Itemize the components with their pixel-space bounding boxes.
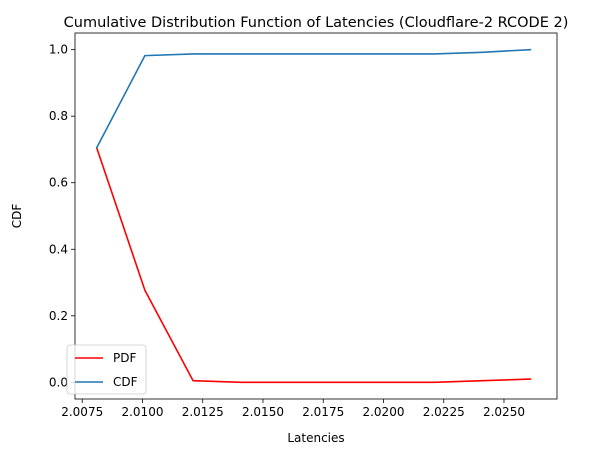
- x-tick-label: 2.0175: [302, 405, 344, 419]
- legend-label-cdf: CDF: [113, 375, 138, 389]
- series-line-pdf: [95, 146, 532, 384]
- series-line-cdf: [95, 48, 532, 149]
- x-tick-label: 2.0125: [182, 405, 224, 419]
- y-axis-label: CDF: [10, 204, 24, 229]
- chart-title: Cumulative Distribution Function of Late…: [64, 15, 569, 31]
- y-tick-label: 0.0: [49, 375, 68, 389]
- x-tick-label: 2.0150: [242, 405, 284, 419]
- y-axis: 0.0 0.2 0.4 0.6 0.8 1.0: [49, 43, 75, 389]
- x-tick-label: 2.0200: [362, 405, 404, 419]
- x-tick-label: 2.0225: [423, 405, 465, 419]
- x-axis-label: Latencies: [287, 431, 344, 445]
- plot-area: [95, 48, 532, 384]
- legend-label-pdf: PDF: [113, 351, 136, 365]
- x-axis: 2.0075 2.0100 2.0125 2.0150 2.0175 2.0200 2.02…: [61, 399, 525, 419]
- y-tick-label: 0.2: [49, 309, 68, 323]
- x-tick-label: 2.0250: [483, 405, 525, 419]
- x-tick-label: 2.0075: [61, 405, 103, 419]
- x-tick-label: 2.0100: [121, 405, 163, 419]
- y-tick-label: 0.8: [49, 109, 68, 123]
- plot-frame: [74, 32, 558, 400]
- legend: PDF CDF: [66, 344, 147, 395]
- y-tick-label: 0.4: [49, 242, 68, 256]
- y-tick-label: 1.0: [49, 43, 68, 57]
- y-tick-label: 0.6: [49, 176, 68, 190]
